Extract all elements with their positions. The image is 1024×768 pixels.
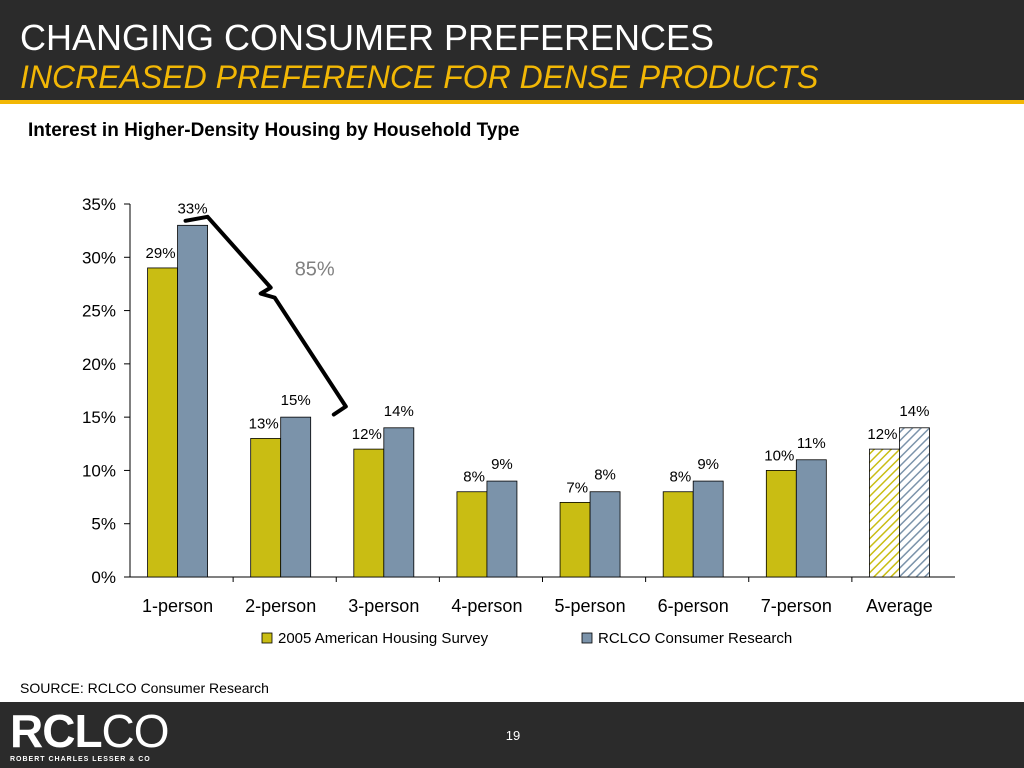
- chart-value-labels: 29%33%13%15%12%14%8%9%7%8% 8%9%10%11%12%1…: [146, 200, 930, 496]
- value-label: 15%: [281, 392, 311, 409]
- annotation-label: 85%: [295, 259, 335, 281]
- x-tick-label: 3-person: [348, 596, 419, 616]
- bar-ahs-average: [869, 448, 900, 578]
- x-tick-label: 2-person: [245, 596, 316, 616]
- value-label: 8%: [594, 467, 616, 484]
- logo-text-bold: RCL: [10, 705, 103, 757]
- y-tick-label: 20%: [82, 355, 116, 374]
- value-label: 9%: [697, 456, 719, 473]
- slide-subtitle: INCREASED PREFERENCE FOR DENSE PRODUCTS: [20, 59, 819, 95]
- page-number: 19: [505, 728, 521, 743]
- value-label: 8%: [463, 469, 485, 486]
- y-tick-label: 0%: [91, 568, 116, 587]
- rclco-logo: RCLCO ROBERT CHARLES LESSER & CO: [10, 705, 170, 766]
- value-label: 33%: [178, 200, 208, 217]
- bar-ahs-1-person: [147, 267, 178, 578]
- bar-rclco-7-person: [795, 459, 827, 578]
- x-tick-label: 5-person: [555, 596, 626, 616]
- bar-rclco-5-person: [589, 491, 621, 578]
- bar-ahs-7-person: [765, 470, 797, 578]
- logo-text-thin: CO: [101, 705, 170, 757]
- bar-ahs-2-person: [250, 438, 282, 578]
- bar-ahs-3-person: [353, 448, 385, 578]
- bar-rclco-3-person: [383, 427, 415, 578]
- bar-rclco-4-person: [486, 480, 518, 578]
- value-label: 14%: [899, 403, 929, 420]
- logo-tagline: ROBERT CHARLES LESSER & CO: [10, 756, 151, 763]
- y-tick-label: 10%: [82, 461, 116, 480]
- x-tick-label: 4-person: [451, 596, 522, 616]
- bar-ahs-4-person: [456, 491, 488, 578]
- footer-bar: [0, 702, 1024, 768]
- bar-rclco-1-person: [177, 224, 208, 578]
- y-tick-label: 30%: [82, 248, 116, 267]
- chart-axes: 0% 5% 10% 15% 20% 25% 30% 35% 1-person 2-person 3-…: [82, 195, 955, 616]
- annotation-brace: [183, 214, 348, 417]
- bar-rclco-2-person: [280, 416, 312, 578]
- value-label: 14%: [384, 403, 414, 420]
- bar-rclco-6-person: [692, 480, 724, 578]
- value-label: 8%: [670, 469, 692, 486]
- y-tick-label: 15%: [82, 408, 116, 427]
- legend-swatch: [581, 632, 593, 644]
- legend-label: 2005 American Housing Survey: [278, 630, 489, 647]
- header-divider: [0, 100, 1024, 104]
- value-label: 9%: [491, 456, 513, 473]
- bar-chart: 0% 5% 10% 15% 20% 25% 30% 35% 1-person 2-person 3-…: [82, 195, 955, 647]
- legend-label: RCLCO Consumer Research: [598, 630, 792, 647]
- value-label: 13%: [249, 415, 279, 432]
- legend-swatch: [261, 632, 273, 644]
- x-tick-label: 7-person: [761, 596, 832, 616]
- value-label: 11%: [797, 435, 826, 452]
- y-tick-label: 35%: [82, 195, 116, 214]
- x-tick-label: Average: [866, 596, 933, 616]
- x-tick-label: 6-person: [658, 596, 729, 616]
- slide-title: CHANGING CONSUMER PREFERENCES: [20, 17, 715, 58]
- value-label: 10%: [764, 447, 794, 464]
- bar-rclco-average: [899, 427, 930, 578]
- chart-legend: 2005 American Housing Survey RCLCO Consum…: [261, 630, 792, 647]
- value-label: 29%: [146, 245, 176, 262]
- value-label: 7%: [566, 479, 588, 496]
- x-tick-label: 1-person: [142, 596, 213, 616]
- chart-annotation: 85%: [183, 214, 348, 417]
- chart-bars: [147, 224, 930, 578]
- y-tick-label: 25%: [82, 302, 116, 321]
- chart-heading: Interest in Higher-Density Housing by Ho…: [28, 120, 520, 141]
- bar-ahs-5-person: [559, 501, 591, 578]
- bar-ahs-6-person: [662, 491, 694, 578]
- source-note: SOURCE: RCLCO Consumer Research: [20, 680, 269, 696]
- y-tick-label: 5%: [91, 515, 116, 534]
- value-label: 12%: [867, 426, 897, 443]
- value-label: 12%: [352, 426, 382, 443]
- header-bar: [0, 0, 1024, 100]
